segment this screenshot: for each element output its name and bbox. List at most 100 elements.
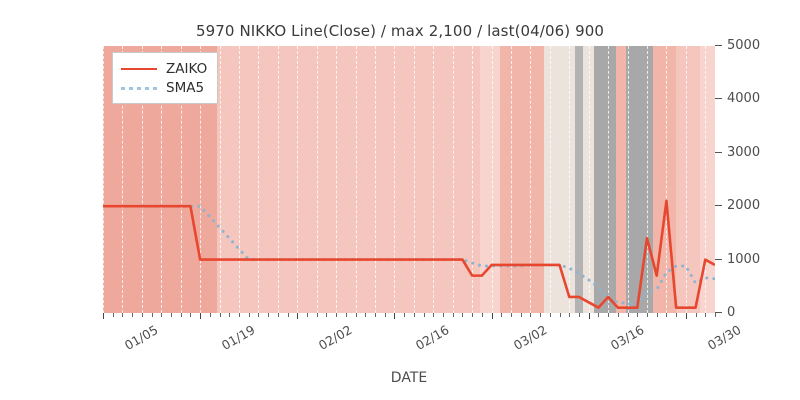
x-axis-minor-tick: [141, 313, 143, 317]
x-axis-major-tick: [685, 313, 687, 319]
chart-legend: ZAIKO SMA5: [112, 52, 219, 104]
x-axis-minor-tick: [433, 313, 435, 317]
x-axis-label: DATE: [390, 370, 428, 386]
y-axis: 0 1000 2000 3000 4000 5000: [715, 38, 800, 320]
x-axis-minor-tick: [180, 313, 182, 317]
series-line-zaiko: [103, 199, 715, 309]
legend-item-zaiko: ZAIKO: [121, 59, 207, 78]
x-axis-minor-tick: [161, 313, 163, 317]
x-axis-minor-tick: [540, 313, 542, 317]
grid-line: [141, 46, 144, 313]
grid-line: [277, 46, 280, 313]
x-axis-minor-tick: [258, 313, 260, 317]
background-band: [216, 46, 480, 313]
x-axis-minor-tick: [695, 313, 697, 317]
background-band: [593, 46, 616, 313]
grid-line: [569, 46, 571, 313]
grid-line: [472, 46, 474, 313]
grid-line: [433, 46, 435, 313]
x-axis-minor-tick: [569, 313, 571, 317]
grid-line: [355, 46, 358, 313]
y-axis-tick: 2000: [715, 198, 760, 214]
y-axis-tick: 5000: [715, 38, 760, 54]
grid-line: [530, 46, 532, 313]
grid-line: [549, 46, 552, 313]
background-band: [479, 46, 501, 313]
x-axis-tick-label: 02/16: [413, 322, 452, 354]
x-axis-minor-tick: [511, 313, 512, 317]
x-axis-minor-tick: [375, 313, 376, 317]
page-title: 5970 NIKKO Line(Close) / max 2,100 / las…: [196, 22, 604, 40]
y-axis-tick: 0: [715, 305, 735, 321]
x-axis-tick-label: 01/19: [218, 322, 258, 354]
grid-line: [647, 46, 649, 313]
legend-swatch-sma5: [121, 82, 157, 94]
grid-line: [297, 46, 299, 313]
x-axis-minor-tick: [316, 313, 318, 317]
grid-line: [336, 46, 338, 313]
background-band: [615, 46, 626, 313]
x-axis-minor-tick: [132, 313, 134, 317]
x-axis-minor-tick: [598, 313, 600, 317]
background-band: [582, 46, 594, 313]
x-axis-minor-tick: [617, 313, 619, 317]
x-axis-minor-tick: [248, 313, 250, 317]
x-axis-tick-label: 03/16: [607, 322, 647, 354]
x-axis-minor-tick: [336, 313, 338, 317]
grid-line: [452, 46, 455, 313]
background-band: [500, 46, 545, 313]
grid-line: [685, 46, 688, 313]
grid-line: [161, 46, 163, 313]
background-band: [575, 46, 583, 313]
grid-line: [122, 46, 124, 313]
x-axis-minor-tick: [384, 313, 386, 317]
x-axis-minor-tick: [520, 313, 522, 317]
grid-line: [219, 46, 222, 313]
grid-line: [375, 46, 377, 313]
x-axis-minor-tick: [326, 313, 328, 317]
x-axis-minor-tick: [443, 313, 444, 317]
legend-item-sma5: SMA5: [121, 78, 207, 97]
grid-line: [258, 46, 260, 313]
x-axis-minor-tick: [229, 313, 231, 317]
x-axis-major-tick: [103, 313, 104, 319]
x-axis-tick-label: 03/02: [510, 322, 550, 354]
grid-line: [627, 46, 630, 313]
x-axis-tick-label: 02/02: [316, 322, 355, 354]
legend-label-sma5: SMA5: [166, 79, 205, 96]
grid-line: [588, 46, 591, 313]
x-axis-minor-tick: [219, 313, 221, 317]
grid-line: [316, 46, 319, 313]
x-axis-major-tick: [588, 313, 590, 319]
legend-swatch-zaiko: [121, 63, 157, 75]
grid-line: [103, 46, 105, 313]
x-axis-minor-tick: [656, 313, 658, 317]
x-axis-minor-tick: [530, 313, 532, 317]
x-axis-minor-tick: [307, 313, 308, 317]
x-axis-minor-tick: [481, 313, 483, 317]
x-axis-tick-label: 03/30: [704, 322, 744, 354]
x-axis-minor-tick: [413, 313, 415, 317]
grid-line: [511, 46, 513, 313]
x-axis-minor-tick: [715, 313, 716, 317]
x-axis-major-tick: [491, 313, 493, 319]
x-axis-major-tick: [200, 313, 202, 319]
x-axis-tick-label: 01/05: [121, 322, 161, 354]
x-axis-minor-tick: [122, 313, 124, 317]
grid-line: [394, 46, 396, 313]
x-axis-minor-tick: [209, 313, 211, 317]
x-axis-minor-tick: [579, 313, 580, 317]
grid-line: [705, 46, 707, 313]
x-axis-minor-tick: [239, 313, 240, 317]
grid-line: [200, 46, 202, 313]
legend-label-zaiko: ZAIKO: [166, 60, 208, 77]
grid-line: [491, 46, 494, 313]
x-axis-minor-tick: [549, 313, 551, 317]
x-axis-minor-tick: [501, 313, 503, 317]
grid-line: [413, 46, 416, 313]
x-axis-minor-tick: [268, 313, 270, 317]
background-band: [700, 46, 715, 313]
x-axis-minor-tick: [608, 313, 610, 317]
grid-line: [608, 46, 610, 313]
